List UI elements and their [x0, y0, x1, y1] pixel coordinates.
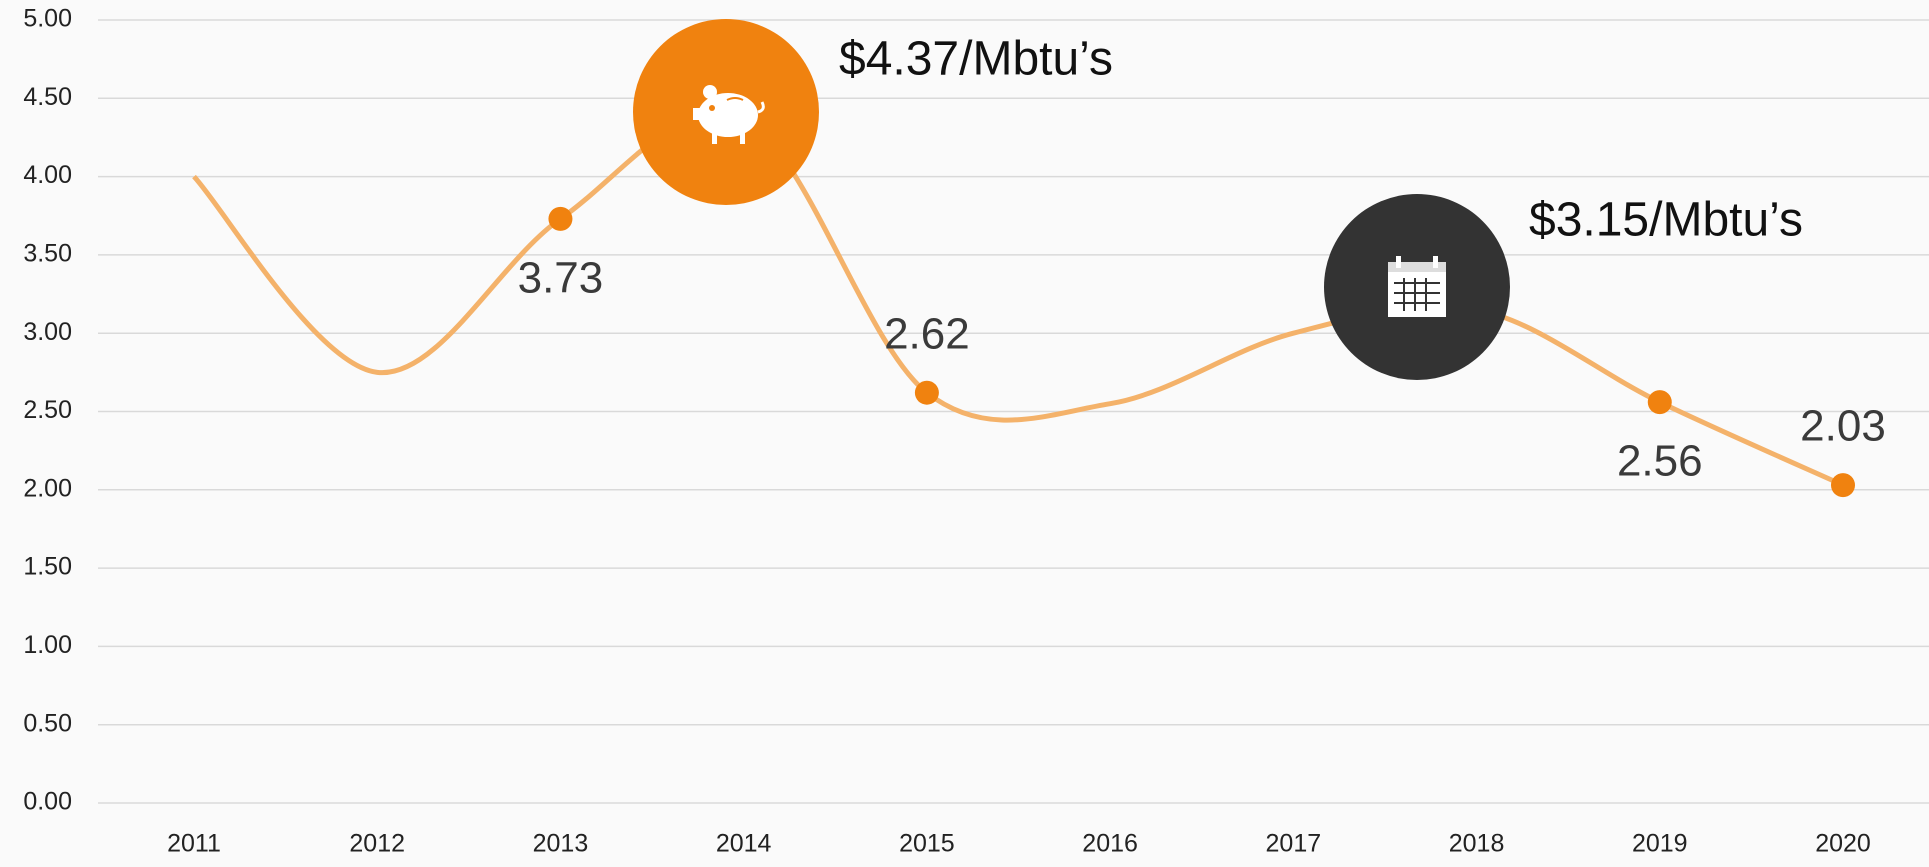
marker — [914, 380, 939, 405]
x-tick-label: 2013 — [533, 830, 589, 858]
x-tick-label: 2015 — [899, 830, 955, 858]
annotation: $3.15/Mbtu’s — [1529, 194, 1803, 247]
data-label: 3.73 — [518, 254, 604, 303]
x-tick-label: 2014 — [716, 830, 772, 858]
line — [192, 110, 1845, 488]
y-tick-label: 4.50 — [23, 83, 72, 111]
x-tick-label: 2019 — [1632, 830, 1688, 858]
y-tick-label: 2.00 — [23, 474, 72, 502]
data-label: 2.56 — [1617, 437, 1703, 486]
calendar-icon-badge — [1324, 194, 1510, 380]
x-tick-label: 2017 — [1266, 830, 1322, 858]
marker — [1831, 473, 1855, 498]
y-tick-label: 4.00 — [23, 161, 72, 189]
data-label: 2.62 — [884, 309, 970, 358]
y-tick-label: 5.00 — [23, 5, 72, 33]
y-tick-label: 2.50 — [23, 396, 72, 424]
x-tick-label: 2020 — [1815, 830, 1871, 858]
x-tick-label: 2012 — [349, 830, 405, 858]
data-label: 2.03 — [1800, 402, 1886, 451]
y-tick-label: 3.00 — [23, 318, 72, 346]
y-tick-label: 3.50 — [23, 240, 72, 268]
x-tick-label: 2018 — [1449, 830, 1505, 858]
marker — [1647, 390, 1672, 415]
y-tick-label: 0.50 — [23, 709, 72, 737]
marker — [548, 206, 573, 231]
y-tick-label: 1.50 — [23, 553, 72, 581]
x-tick-label: 2011 — [167, 830, 221, 858]
y-tick-label: 0.00 — [23, 788, 72, 816]
piggy-icon-badge — [633, 19, 819, 205]
y-tick-label: 1.00 — [23, 631, 72, 659]
x-tick-label: 2016 — [1082, 830, 1138, 858]
annotation: $4.37/Mbtu’s — [839, 33, 1113, 86]
